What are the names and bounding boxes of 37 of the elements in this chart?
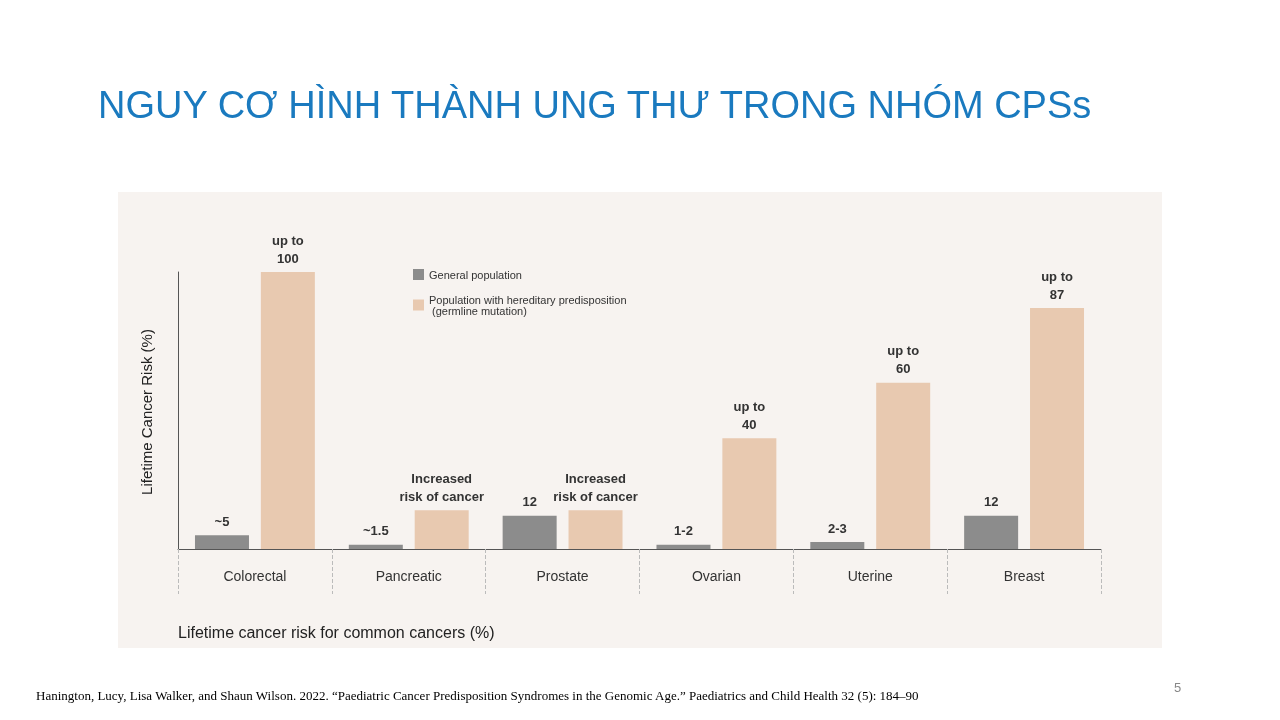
- bar: [656, 544, 711, 549]
- bar: [810, 542, 865, 549]
- x-tick-label: Colorectal: [223, 568, 287, 584]
- bar: [1030, 308, 1085, 549]
- data-label: up to 60: [887, 343, 920, 377]
- data-label: up to 87: [1041, 268, 1073, 302]
- text: 5: [1174, 680, 1182, 695]
- x-tick-label: Uterine: [847, 568, 894, 584]
- data-label: ~1.5: [362, 523, 389, 539]
- data-label: Increased risk of cancer: [399, 470, 484, 504]
- data-label: up to 40: [733, 398, 766, 432]
- legend-label: General population: [429, 268, 522, 281]
- x-tick-label: Pancreatic: [375, 568, 442, 584]
- bar: [568, 510, 623, 549]
- y-axis-title: Lifetime Cancer Risk (%): [137, 329, 155, 495]
- data-label: Increased risk of cancer: [553, 470, 638, 504]
- data-label: up to 100: [271, 232, 304, 266]
- bar: [964, 515, 1019, 549]
- bar: [260, 272, 315, 549]
- data-label: 12: [983, 494, 999, 510]
- data-label: 12: [522, 494, 537, 510]
- bar: [502, 515, 557, 549]
- bar: [876, 382, 931, 549]
- bar: [722, 438, 777, 549]
- x-axis-title: Lifetime cancer risk for common cancers (%): [178, 623, 495, 641]
- bar: [414, 510, 469, 549]
- data-label: 1-2: [674, 523, 693, 539]
- x-tick-label: Breast: [1003, 568, 1045, 584]
- chart-title: NGUY CƠ HÌNH THÀNH UNG THƯ TRONG NHÓM CPSs: [98, 84, 1092, 127]
- x-tick-label: Ovarian: [691, 568, 741, 584]
- legend-label: Population with hereditary predisposition (germline mutation): [429, 293, 627, 317]
- bar: [194, 535, 249, 549]
- bar: [348, 544, 403, 549]
- data-label: ~5: [214, 513, 230, 529]
- text: Hanington, Lucy, Lisa Walker, and Shaun Wilson. 2022. “Paediatric Cancer Predisposition Syndromes in the Genomic Age.” Paediatrics and Child Health 32 (5): 184–90: [36, 688, 919, 704]
- x-tick-label: Prostate: [536, 568, 589, 584]
- data-label: 2-3: [827, 520, 847, 536]
